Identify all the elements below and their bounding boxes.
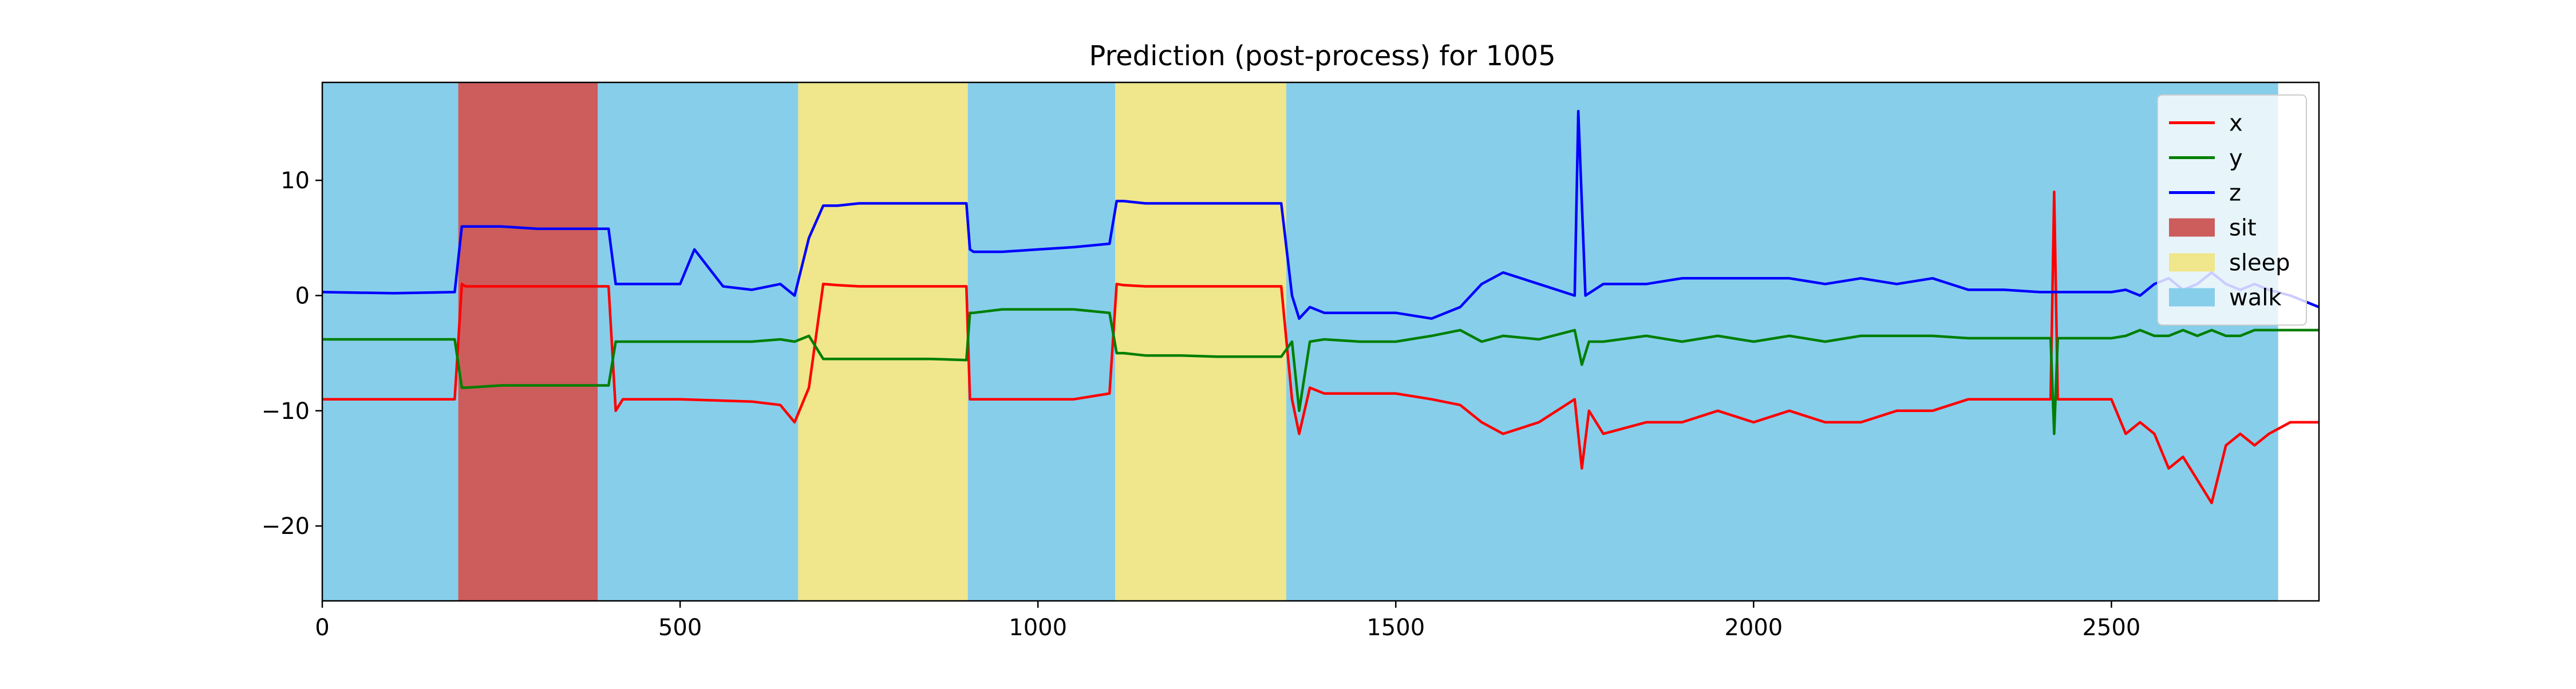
series-lines bbox=[322, 110, 2319, 505]
x-tick-label: 0 bbox=[315, 615, 329, 641]
region-walk-4 bbox=[967, 82, 1116, 601]
y-tick-label: −10 bbox=[262, 398, 310, 425]
x-tick-label: 2000 bbox=[1724, 615, 1783, 641]
legend-swatch-sleep bbox=[2169, 253, 2215, 272]
legend-label-z: z bbox=[2229, 180, 2241, 207]
y-tick-label: 10 bbox=[280, 168, 310, 194]
legend-label-sleep: sleep bbox=[2229, 250, 2290, 276]
x-axis: 0 500 1000 1500 2000 2500 bbox=[315, 601, 2140, 641]
x-tick-label: 500 bbox=[658, 615, 702, 641]
legend-swatch-sit bbox=[2169, 218, 2215, 237]
legend-label-sit: sit bbox=[2229, 215, 2257, 241]
region-sleep-5 bbox=[1115, 82, 1286, 601]
y-tick-label: 0 bbox=[295, 283, 310, 309]
region-sit-1 bbox=[458, 82, 598, 601]
series-line-y bbox=[322, 308, 2319, 435]
x-tick-label: 1500 bbox=[1366, 615, 1425, 641]
region-sleep-3 bbox=[798, 82, 968, 601]
legend-label-walk: walk bbox=[2229, 285, 2282, 311]
chart-title: Prediction (post-process) for 1005 bbox=[1089, 40, 1555, 72]
region-walk-0 bbox=[322, 82, 459, 601]
activity-regions bbox=[322, 82, 2278, 601]
x-tick-label: 2500 bbox=[2083, 615, 2141, 641]
legend-label-y: y bbox=[2229, 145, 2243, 172]
y-axis: 10 0 −10 −20 bbox=[262, 168, 322, 540]
legend-label-x: x bbox=[2229, 110, 2243, 137]
plot-frame bbox=[321, 81, 2320, 602]
legend: xyz sit sleep walk bbox=[2157, 94, 2307, 326]
y-tick-label: −20 bbox=[262, 513, 310, 540]
legend-swatch-walk bbox=[2169, 288, 2215, 307]
region-walk-6 bbox=[1286, 82, 2278, 601]
series-line-z bbox=[322, 110, 2319, 320]
series-line-x bbox=[322, 191, 2319, 505]
x-tick-label: 1000 bbox=[1009, 615, 1067, 641]
